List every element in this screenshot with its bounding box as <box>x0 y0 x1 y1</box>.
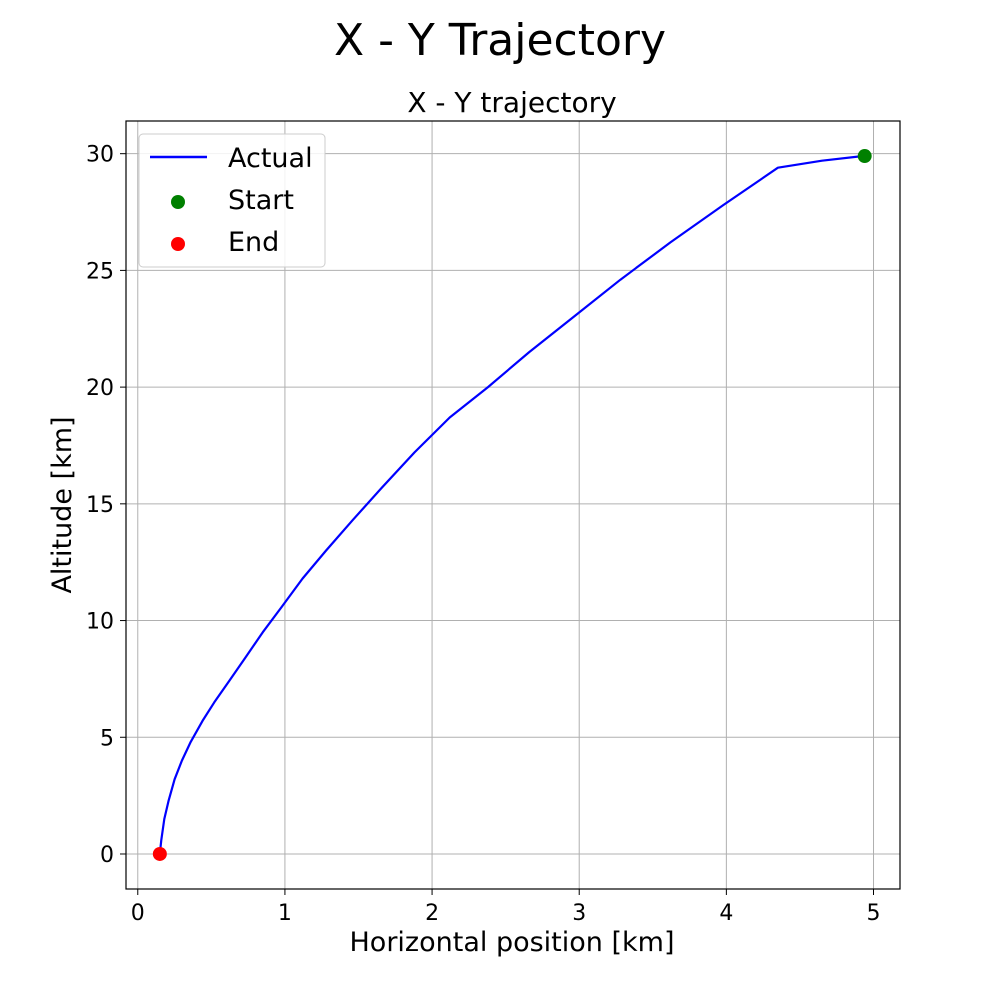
y-tick-label: 10 <box>86 610 114 635</box>
x-tick-label: 3 <box>572 901 586 926</box>
legend-box <box>138 133 326 268</box>
x-tick-label: 5 <box>867 901 881 926</box>
x-tick-label: 2 <box>425 901 439 926</box>
point-end <box>152 846 167 861</box>
y-tick-label: 15 <box>86 493 114 518</box>
plot-area <box>152 149 872 861</box>
axis-ticks: 0 1 2 3 4 5 0 5 10 15 20 25 30 <box>86 143 881 926</box>
x-tick-label: 0 <box>131 901 145 926</box>
figure-title: X - Y Trajectory <box>334 15 666 66</box>
series-line-actual <box>158 154 864 855</box>
legend-label-end: End <box>228 227 279 258</box>
x-tick-label: 4 <box>719 901 733 926</box>
axes-frame <box>125 120 901 890</box>
y-tick-label: 25 <box>86 259 114 284</box>
legend-swatch-end <box>171 237 185 251</box>
x-axis-label: Horizontal position [km] <box>350 927 675 958</box>
legend-label-actual: Actual <box>228 143 313 174</box>
y-axis-label: Altitude [km] <box>47 416 78 593</box>
chart-title: X - Y trajectory <box>407 86 616 119</box>
legend-swatch-start <box>171 195 185 209</box>
legend-label-start: Start <box>228 185 294 216</box>
point-start <box>857 149 872 164</box>
y-tick-label: 30 <box>86 143 114 168</box>
y-tick-label: 5 <box>100 726 114 751</box>
y-tick-label: 20 <box>86 376 114 401</box>
x-tick-label: 1 <box>278 901 292 926</box>
y-tick-label: 0 <box>100 843 114 868</box>
grid-lines <box>126 121 900 889</box>
legend: Actual Start End <box>138 133 326 268</box>
